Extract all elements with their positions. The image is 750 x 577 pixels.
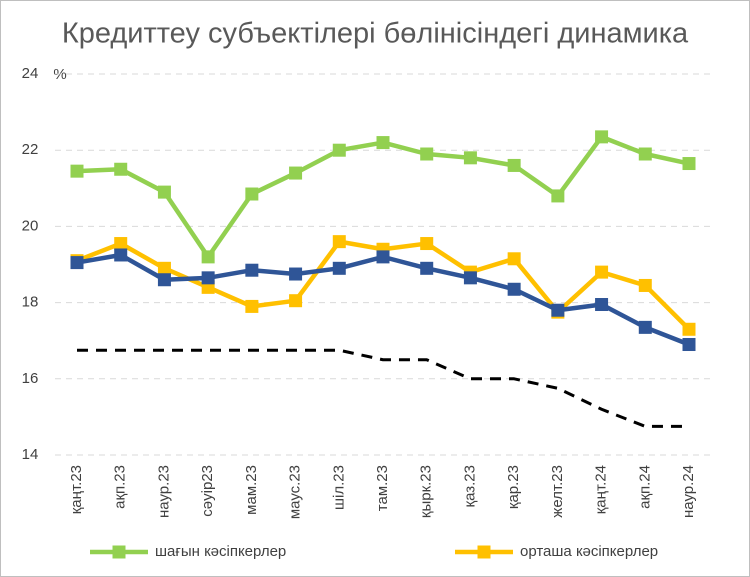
series-marker bbox=[463, 271, 477, 285]
series-marker bbox=[376, 250, 390, 264]
x-tick-label: қаңт.24 bbox=[593, 465, 610, 514]
x-tick-label: наур.23 bbox=[155, 465, 172, 518]
y-tick-label: 20 bbox=[22, 217, 39, 234]
series-marker bbox=[463, 151, 477, 165]
series-marker bbox=[551, 189, 565, 203]
series-marker bbox=[507, 158, 521, 172]
x-tick-label: қаз.23 bbox=[461, 465, 478, 507]
x-tick-label: сәуір23 bbox=[199, 465, 216, 517]
series-marker bbox=[507, 282, 521, 296]
series-marker bbox=[682, 322, 696, 336]
y-tick-label: 14 bbox=[22, 446, 39, 463]
x-tick-label: там.23 bbox=[374, 465, 391, 511]
series-marker bbox=[420, 147, 434, 161]
series-marker bbox=[157, 185, 171, 199]
series-marker bbox=[376, 136, 390, 150]
chart-title: Кредиттеу субъектілері бөлінісіндегі дин… bbox=[62, 18, 689, 50]
series-marker bbox=[157, 273, 171, 287]
series-marker bbox=[245, 263, 259, 277]
series-marker bbox=[332, 261, 346, 275]
series-marker bbox=[595, 298, 609, 312]
series-marker bbox=[638, 147, 652, 161]
series-marker bbox=[289, 267, 303, 281]
series-marker bbox=[114, 162, 128, 176]
series-marker bbox=[595, 265, 609, 279]
legend-marker bbox=[477, 545, 491, 559]
x-tick-label: маус.23 bbox=[287, 465, 304, 519]
series-marker bbox=[245, 187, 259, 201]
series-marker bbox=[332, 235, 346, 249]
legend-label: шағын кәсіпкерлер bbox=[155, 543, 286, 560]
series-marker bbox=[682, 157, 696, 171]
series-marker bbox=[114, 237, 128, 251]
series-marker bbox=[638, 320, 652, 334]
y-tick-label: 18 bbox=[22, 294, 39, 311]
series-marker bbox=[245, 299, 259, 313]
x-tick-label: шіл.23 bbox=[330, 465, 347, 510]
y-tick-label: 16 bbox=[22, 370, 39, 387]
series-marker bbox=[420, 261, 434, 275]
series-marker bbox=[551, 303, 565, 317]
y-tick-label: 24 bbox=[22, 65, 39, 82]
series-marker bbox=[289, 294, 303, 308]
series-marker bbox=[682, 338, 696, 352]
series-marker bbox=[157, 261, 171, 275]
series-marker bbox=[420, 237, 434, 251]
legend-label: орташа кәсіпкерлер bbox=[520, 543, 658, 560]
x-tick-label: ақп.24 bbox=[636, 465, 653, 509]
x-tick-label: қар.23 bbox=[505, 465, 522, 509]
series-marker bbox=[201, 250, 215, 264]
series-line bbox=[77, 348, 689, 428]
x-tick-label: желт.23 bbox=[549, 465, 566, 518]
series-marker bbox=[114, 248, 128, 262]
series-marker bbox=[332, 143, 346, 157]
series-marker bbox=[70, 256, 84, 270]
series-marker bbox=[638, 278, 652, 292]
x-tick-label: ақп.23 bbox=[112, 465, 129, 509]
series-marker bbox=[595, 130, 609, 144]
x-tick-label: мам.23 bbox=[243, 465, 260, 515]
series-marker bbox=[70, 164, 84, 178]
series-marker bbox=[289, 166, 303, 180]
x-tick-label: қаңт.23 bbox=[68, 465, 85, 514]
series-marker bbox=[507, 252, 521, 266]
y-tick-label: 22 bbox=[22, 141, 39, 158]
x-tick-label: қырк.23 bbox=[418, 465, 435, 518]
x-tick-label: наур.24 bbox=[680, 465, 697, 518]
series-marker bbox=[201, 271, 215, 285]
legend-marker bbox=[112, 545, 126, 559]
